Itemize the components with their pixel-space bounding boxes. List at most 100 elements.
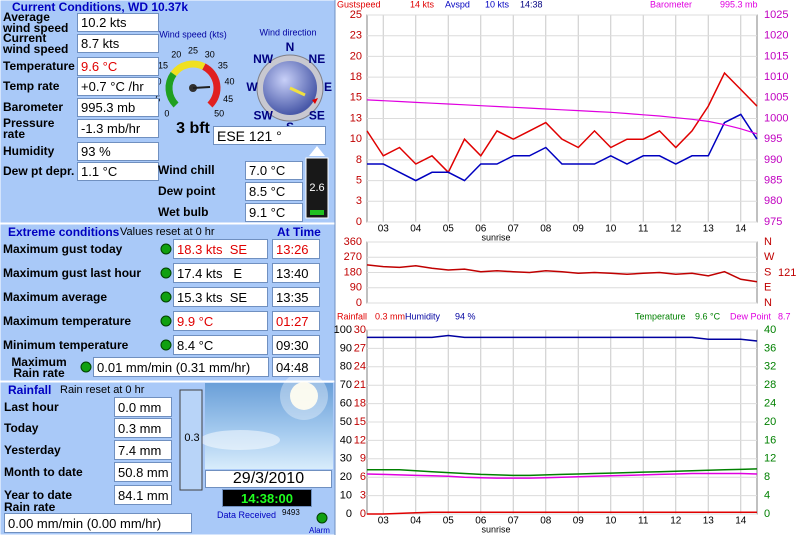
row-label: Current wind speed	[3, 30, 69, 56]
series-line	[366, 264, 758, 283]
x-tick-label: 08	[540, 224, 552, 235]
y-tick-label: 12	[764, 453, 776, 465]
compass-label: Wind direction	[259, 27, 316, 37]
alarm-light	[316, 512, 328, 524]
y-tick-label: 6	[360, 471, 366, 483]
gauge-tick-label: 30	[205, 49, 215, 59]
x-tick-label: 10	[605, 516, 617, 527]
row-label: Pressure rate	[3, 115, 55, 141]
row-value: 93 %	[77, 142, 159, 161]
date: 29/3/2010	[205, 470, 332, 488]
x-tick-label: 04	[410, 224, 422, 235]
series-line	[367, 334, 758, 342]
series-line	[366, 71, 758, 174]
y-tick-label: 10	[350, 133, 362, 145]
row-value: 1.1 °C	[77, 162, 159, 181]
y-tick-label: 32	[764, 361, 776, 373]
row-value: -1.3 mb/hr	[77, 119, 159, 138]
x-tick-label: 13	[703, 224, 715, 235]
row-time: 13:35	[272, 287, 320, 307]
panel-title: Rainfall	[8, 383, 52, 397]
row-label: Temperature	[3, 59, 75, 73]
series-line	[367, 468, 758, 477]
solar-level	[310, 210, 324, 215]
annotation: sunrise	[481, 524, 510, 534]
y-tick-label: 360	[344, 236, 362, 248]
row-time: 01:27	[272, 311, 320, 331]
sun	[290, 382, 318, 410]
y-tick-label: 60	[340, 398, 352, 410]
gauge-tick-label: 50	[214, 109, 224, 119]
x-tick-label: 07	[508, 516, 520, 527]
row-label: Last hour	[4, 399, 59, 414]
y-tick-label: 36	[764, 342, 776, 354]
series-line	[366, 472, 758, 479]
status-dot	[160, 315, 172, 327]
y-tick-label: 90	[350, 282, 362, 294]
solar-arrow	[309, 146, 325, 156]
y-tick-label: 995	[764, 133, 782, 145]
y-tick-label: 80	[340, 361, 352, 373]
y-tick-label: 30	[354, 324, 366, 336]
header-reading: 995.3 mb	[720, 0, 758, 9]
row-label: Year to date	[4, 487, 73, 502]
row-value: 84.1 mm	[114, 485, 172, 505]
x-tick-label: 14	[735, 224, 747, 235]
status-dot	[160, 339, 172, 351]
y-tick-label: 180	[344, 266, 362, 278]
x-tick-label: 06	[475, 224, 487, 235]
series-line	[367, 113, 758, 182]
panel-note: Rain reset at 0 hr	[60, 384, 145, 396]
y-tick-label: 3	[360, 490, 366, 502]
row-value: 18.3 kts SE	[173, 239, 268, 259]
series-line	[367, 511, 757, 515]
data-received-count: 9493	[282, 508, 300, 517]
sun-glow	[280, 372, 328, 420]
clock: 14:38:00	[222, 489, 312, 507]
gauge-tick-label: 20	[171, 49, 181, 59]
gauge-label: Wind speed (kts)	[159, 29, 227, 39]
row-value: 15.3 kts SE	[173, 287, 268, 307]
y-tick-label: 30	[340, 453, 352, 465]
row-value: 0.3 mm	[114, 418, 172, 438]
y-tick-label: 18	[354, 398, 366, 410]
y-tick-label: 40	[764, 324, 776, 336]
y-tick-label: 90	[340, 342, 352, 354]
y-tick-label: 10	[340, 490, 352, 502]
row-label: Maximum Rain rate	[11, 355, 67, 380]
header-reading: 0.3 mm	[375, 311, 405, 321]
panel-title: Current Conditions, WD 10.37k	[12, 0, 189, 14]
row-time: 09:30	[272, 335, 320, 355]
header-name: Temperature	[635, 311, 686, 321]
y-tick-label: 975	[764, 216, 782, 228]
header-reading: 8.7	[778, 311, 791, 321]
y-tick-label: N	[764, 236, 772, 248]
row-label: Maximum average	[3, 289, 108, 304]
header-reading: 10 kts	[485, 0, 510, 9]
y-tick-label: 985	[764, 175, 782, 187]
data-received-label: Data Received	[217, 510, 277, 520]
row-value: 0.01 mm/min (0.31 mm/hr)	[93, 357, 269, 377]
y-tick-label: 70	[340, 379, 352, 391]
y-tick-label: 21	[354, 379, 366, 391]
cloud	[200, 430, 280, 450]
compass-point: E	[324, 80, 332, 94]
y-tick-label: 27	[354, 342, 366, 354]
row-time: 13:40	[272, 263, 320, 283]
status-dot	[80, 361, 92, 373]
status-dot	[160, 267, 172, 279]
row-label: Dew point	[158, 183, 216, 198]
y-tick-label: 24	[764, 398, 776, 410]
x-tick-label: 09	[573, 516, 585, 527]
row-value: 8.5 °C	[245, 182, 303, 201]
compass-point: NE	[309, 52, 326, 66]
compass-point: NW	[253, 52, 274, 66]
header-name: Avspd	[445, 0, 470, 9]
row-label: Maximum gust last hour	[3, 265, 142, 280]
row-time: 13:26	[272, 239, 320, 259]
gauge-tick-label: 45	[223, 94, 233, 104]
compass-marker	[312, 98, 318, 104]
row-value: 995.3 mb	[77, 98, 159, 117]
column-header: At Time	[277, 225, 321, 239]
y-tick-label: 28	[764, 379, 776, 391]
